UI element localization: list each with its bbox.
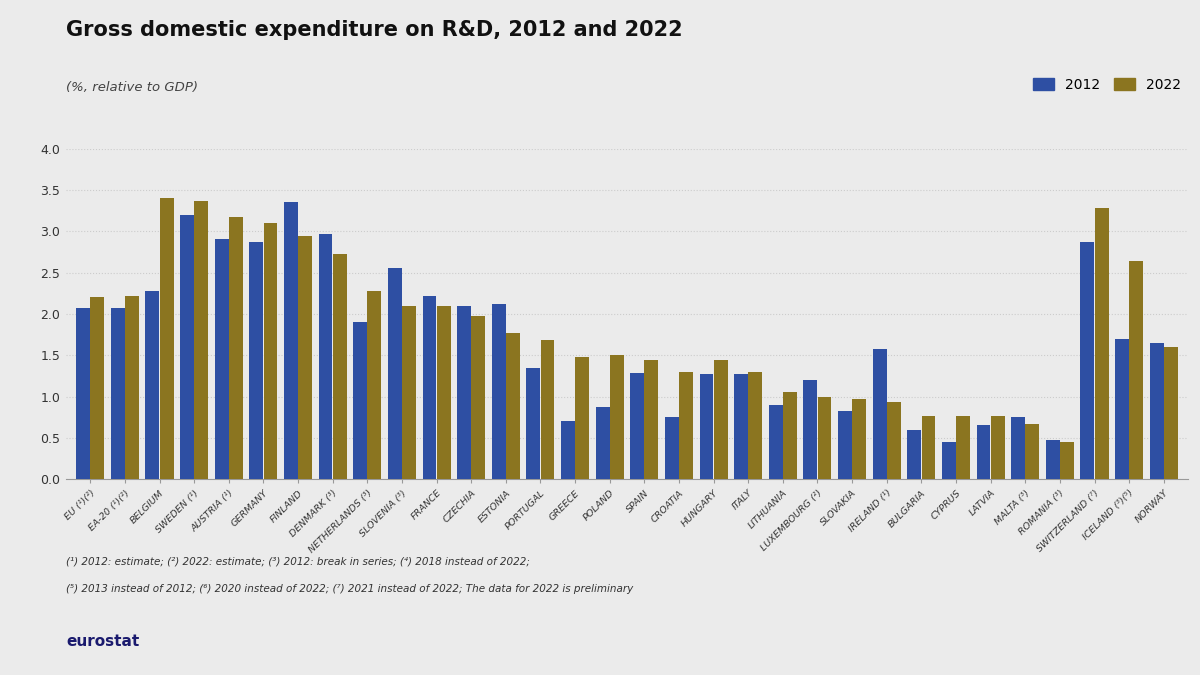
Text: eurostat: eurostat [66, 634, 139, 649]
Bar [977, 425, 990, 479]
Text: Gross domestic expenditure on R&D, 2012 and 2022: Gross domestic expenditure on R&D, 2012 … [66, 20, 683, 40]
Bar [540, 340, 554, 479]
Bar [610, 355, 624, 479]
Text: (%, relative to GDP): (%, relative to GDP) [66, 81, 198, 94]
Bar [422, 296, 437, 479]
Bar [852, 399, 866, 479]
Bar [250, 242, 263, 479]
Bar [284, 202, 298, 479]
Bar [644, 360, 659, 479]
Bar [215, 240, 228, 479]
Bar [90, 297, 104, 479]
Bar [1129, 261, 1144, 479]
Bar [1150, 343, 1164, 479]
Bar [506, 333, 520, 479]
Bar [402, 306, 416, 479]
Bar [907, 430, 922, 479]
Bar [1060, 442, 1074, 479]
Bar [319, 234, 332, 479]
Bar [872, 350, 887, 479]
Bar [679, 372, 692, 479]
Bar [817, 397, 832, 479]
Bar [388, 269, 402, 479]
Bar [1012, 417, 1025, 479]
Bar [110, 308, 125, 479]
Bar [1026, 424, 1039, 479]
Bar [194, 200, 208, 479]
Bar [595, 407, 610, 479]
Bar [264, 223, 277, 479]
Text: (⁵) 2013 instead of 2012; (⁶) 2020 instead of 2022; (⁷) 2021 instead of 2022; Th: (⁵) 2013 instead of 2012; (⁶) 2020 inste… [66, 584, 634, 594]
Bar [749, 372, 762, 479]
Bar [575, 357, 589, 479]
Bar [1115, 339, 1129, 479]
Bar [922, 416, 935, 479]
Bar [353, 322, 367, 479]
Bar [160, 198, 174, 479]
Bar [991, 416, 1004, 479]
Bar [804, 380, 817, 479]
Bar [527, 368, 540, 479]
Bar [472, 317, 485, 479]
Bar [630, 373, 644, 479]
Bar [734, 374, 748, 479]
Legend: 2012, 2022: 2012, 2022 [1033, 78, 1181, 92]
Bar [367, 291, 382, 479]
Bar [125, 296, 139, 479]
Bar [229, 217, 242, 479]
Bar [665, 417, 679, 479]
Bar [714, 360, 727, 479]
Bar [1046, 439, 1060, 479]
Bar [492, 304, 505, 479]
Bar [838, 412, 852, 479]
Text: (¹) 2012: estimate; (²) 2022: estimate; (³) 2012: break in series; (⁴) 2018 inst: (¹) 2012: estimate; (²) 2022: estimate; … [66, 557, 530, 567]
Bar [1094, 208, 1109, 479]
Bar [180, 215, 194, 479]
Bar [784, 392, 797, 479]
Bar [562, 421, 575, 479]
Bar [700, 374, 714, 479]
Bar [77, 308, 90, 479]
Bar [145, 291, 160, 479]
Bar [457, 306, 470, 479]
Bar [887, 402, 901, 479]
Bar [437, 306, 450, 479]
Bar [1080, 242, 1094, 479]
Bar [769, 405, 782, 479]
Bar [332, 254, 347, 479]
Bar [298, 236, 312, 479]
Bar [942, 442, 956, 479]
Bar [1164, 347, 1177, 479]
Bar [956, 416, 970, 479]
